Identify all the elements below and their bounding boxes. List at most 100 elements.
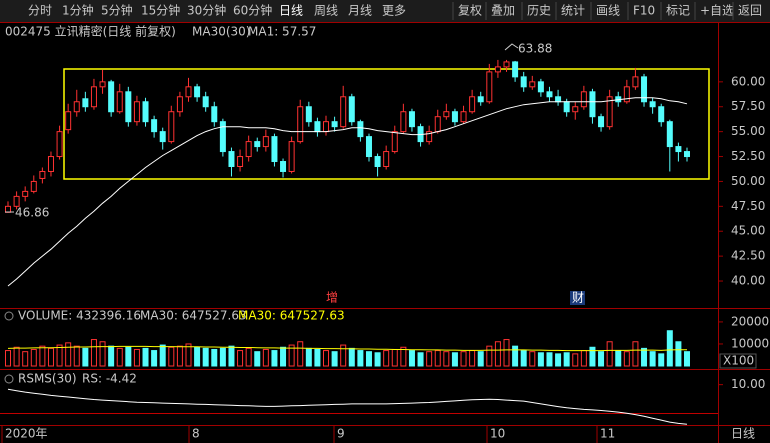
volume-bar: [434, 350, 441, 367]
toolbar-item[interactable]: 复权: [458, 4, 482, 18]
candle-body: [357, 121, 364, 138]
toolbar-item[interactable]: 60分钟: [233, 3, 272, 18]
candle-body: [598, 116, 605, 128]
rsms-value: RS: -4.42: [82, 372, 137, 386]
volume-bar: [108, 345, 115, 367]
toolbar-item[interactable]: 分时: [28, 4, 52, 18]
candle-body: [142, 101, 149, 123]
candle-body: [400, 111, 407, 133]
candle-body: [108, 81, 115, 113]
candle-body: [340, 96, 347, 128]
volume-bar: [606, 341, 613, 367]
candle-body: [228, 151, 235, 167]
candle-body: [314, 121, 321, 133]
volume-bar: [572, 353, 579, 367]
toolbar-item[interactable]: 统计: [561, 4, 585, 18]
toolbar-item[interactable]: 1分钟: [62, 3, 94, 18]
toolbar-item[interactable]: 5分钟: [101, 3, 133, 18]
unit-box: [719, 353, 757, 369]
volume-bar: [417, 352, 424, 367]
candle-body: [82, 98, 89, 108]
toolbar-item[interactable]: 周线: [314, 4, 338, 18]
volume-bar: [176, 345, 183, 367]
candle-body: [520, 76, 527, 88]
toolbar-item[interactable]: 更多: [382, 4, 406, 18]
candle-body: [297, 106, 304, 143]
volume-bar: [529, 351, 536, 367]
volume-bar: [99, 341, 106, 367]
volume-bar: [400, 346, 407, 367]
volume-ma: MA30: 647527.63: [238, 309, 345, 323]
toolbar-item[interactable]: 15分钟: [141, 3, 180, 18]
volume-bar: [641, 347, 648, 367]
volume-bar: [151, 350, 158, 367]
candle-body: [13, 195, 20, 207]
volume-bar: [82, 347, 89, 367]
volume-bar: [615, 350, 622, 367]
candle-body: [280, 161, 287, 172]
volume-bar: [589, 346, 596, 367]
candle-body: [460, 111, 467, 123]
toolbar-item[interactable]: 标记: [666, 4, 690, 18]
toolbar-item[interactable]: F10: [633, 4, 655, 18]
icon[interactable]: [4, 374, 14, 384]
candle-body: [211, 106, 218, 123]
toolbar-item[interactable]: 日线: [279, 4, 303, 18]
volume-bar: [159, 344, 166, 367]
x-tick-label: 9: [337, 427, 345, 441]
x-tick-label: 8: [192, 427, 200, 441]
candle-body: [632, 76, 639, 88]
volume-bar: [512, 345, 519, 367]
toolbar-item[interactable]: 画线: [596, 4, 620, 18]
candle-body: [133, 101, 140, 123]
candle-body: [65, 111, 72, 131]
toolbar-item[interactable]: +自选: [700, 4, 734, 18]
candle-body: [39, 170, 46, 179]
volume-bar: [408, 350, 415, 367]
x-tick-label: 2020年: [5, 427, 48, 441]
y-tick-label: 45.00: [731, 224, 765, 238]
price-note: 63.88: [518, 42, 552, 56]
candle-body: [675, 146, 682, 153]
volume-bar: [202, 347, 209, 367]
candle-body: [116, 91, 123, 113]
volume-bar: [323, 350, 330, 367]
candle-body: [245, 141, 252, 158]
candle-body: [159, 131, 166, 143]
volume-bar: [47, 347, 54, 367]
volume-bar: [426, 351, 433, 367]
volume-bar: [598, 351, 605, 367]
volume-bar: [374, 352, 381, 367]
candle-body: [5, 205, 11, 213]
candle-body: [202, 96, 209, 108]
candle-body: [219, 121, 226, 153]
volume-bar: [331, 351, 338, 367]
candle-body: [451, 111, 458, 123]
volume-bar: [555, 353, 562, 367]
candle-body: [606, 96, 613, 128]
toolbar-item[interactable]: 返回: [738, 4, 762, 18]
volume-bar: [451, 352, 458, 367]
candle-body: [73, 101, 80, 113]
y-tick-label: 20000: [731, 314, 769, 328]
candle-body: [408, 111, 415, 128]
candle-body: [22, 190, 29, 197]
toolbar-item[interactable]: 历史: [527, 4, 551, 18]
y-tick-label: 52.50: [731, 149, 765, 163]
volume-bar: [228, 345, 235, 367]
chart-title: 002475 立讯精密(日线 前复权): [5, 24, 176, 39]
volume-bar: [245, 347, 252, 367]
volume-bar: [168, 346, 175, 367]
volume-bar: [348, 347, 355, 367]
candle-body: [151, 119, 158, 133]
volume-bar: [288, 344, 295, 367]
icon[interactable]: [4, 311, 14, 321]
candle-body: [443, 111, 450, 118]
volume-bar: [520, 350, 527, 367]
volume-bar: [5, 350, 11, 367]
volume-bar: [537, 352, 544, 367]
toolbar-item[interactable]: 月线: [348, 4, 372, 18]
volume-unit: X100: [723, 354, 754, 368]
toolbar-item[interactable]: 30分钟: [187, 3, 226, 18]
toolbar-item[interactable]: 叠加: [491, 4, 515, 18]
